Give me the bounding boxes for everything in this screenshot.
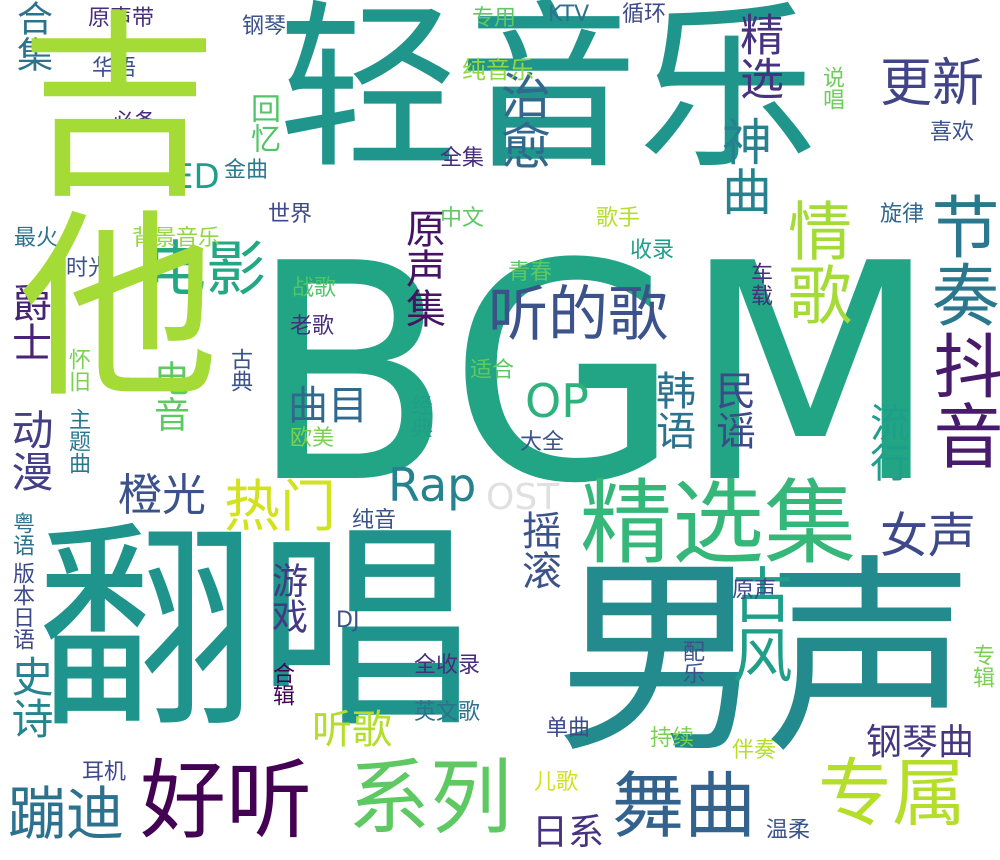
word-60c5-6b4c: 情歌 [777, 198, 851, 326]
word-5fc5-5907: 必备 [112, 110, 157, 135]
word-821e-66f2: 舞曲 [612, 764, 757, 848]
word-6536-5f55: 收录 [630, 238, 675, 263]
word-7cfb-5217: 系列 [348, 751, 513, 846]
word-5168-6536-5f55: 全收录 [414, 653, 481, 678]
word-6c11-8c23: 民谣 [709, 370, 755, 450]
word-94a2-7434-66f2: 钢琴曲 [866, 722, 975, 763]
word-4f-53-54: OST [486, 477, 560, 518]
word-7ffb-5531: 翻唱 [36, 502, 477, 758]
word-6700-706b: 最火 [14, 226, 59, 251]
word-539f-58f0-96c6: 原声集 [399, 208, 445, 328]
word-4e16-754c: 世界 [268, 202, 313, 227]
word-82f1-6587-6b4c: 英文歌 [414, 700, 481, 725]
word-534e-8bed: 华语 [92, 56, 137, 81]
word-80cc-666f-97f3-4e50: 背景音乐 [132, 226, 221, 251]
word-8033-673a: 耳机 [82, 760, 127, 785]
word-56de-5fc6: 回忆 [245, 93, 280, 153]
word-7ecf-5178: 经典 [407, 394, 432, 438]
word-44-4a: DJ [336, 608, 360, 633]
word-8f7b-97f3-4e50: 轻音乐 [278, 0, 819, 194]
word-7535-5f71: 电影 [146, 235, 266, 305]
word-4e13-7528: 专用 [472, 6, 517, 31]
word-4e13-8f91: 专辑 [969, 644, 994, 688]
word-4f34-594f: 伴奏 [732, 738, 777, 763]
word-53f2-8bd7: 史诗 [5, 655, 54, 739]
word-6e29-67d4: 温柔 [766, 818, 811, 843]
word-4b-54-56: KTV [548, 2, 590, 27]
word-914d-4e50: 配乐 [679, 640, 704, 684]
word-539f-58f0-5e26: 原声带 [88, 6, 155, 31]
word-9752-6625: 青春 [508, 260, 553, 285]
word-539f-58f0: 原声 [732, 578, 777, 603]
word-8282-594f: 节奏 [919, 192, 998, 328]
word-6000-65e7: 怀旧 [65, 348, 90, 392]
word-52a8-6f2b: 动漫 [5, 408, 54, 492]
word-53e4-5178: 古典 [227, 348, 252, 392]
word-542c-6b4c: 听歌 [312, 707, 392, 753]
word-8001-6b4c: 老歌 [290, 314, 335, 339]
word-8e66-8fea: 蹦迪 [8, 780, 125, 848]
word-6447-6eda: 摇滚 [515, 510, 561, 590]
word-70ed-95e8: 热门 [224, 475, 336, 540]
word-4e13-5c5e: 专属 [818, 751, 966, 837]
word-53e4-98ce: 古风 [722, 564, 792, 684]
word-5355-66f2: 单曲 [546, 716, 591, 741]
word-6d41-884c: 流行 [863, 402, 909, 482]
word-5408-8f91: 合辑 [269, 662, 294, 706]
word-91d1-66f2: 金曲 [224, 158, 269, 183]
word-5408-96c6: 合集 [11, 0, 52, 72]
word-7eaf-97f3: 纯音 [352, 508, 397, 533]
word-7cbe-9009: 精选 [732, 12, 783, 100]
word-5927-5168: 大全 [520, 430, 565, 455]
word-513f-6b4c: 儿歌 [534, 770, 579, 795]
word-6b4c-624b: 歌手 [596, 206, 641, 231]
word-66f2-76ee: 曲目 [288, 383, 368, 429]
word-97e9-8bed: 韩语 [649, 370, 695, 450]
word-5faa-73af: 循环 [622, 2, 667, 27]
word-6a59-5149: 橙光 [118, 470, 206, 521]
word-65e5-7cfb: 日系 [532, 812, 605, 853]
word-6cbb-6108: 治愈 [493, 70, 551, 170]
word-8bf4-5531: 说唱 [819, 66, 844, 110]
word-8f66-8f7d: 车载 [747, 262, 772, 306]
word-7537-58f0: 男声 [555, 537, 976, 782]
word-65cb-5f8b: 旋律 [880, 202, 925, 227]
word-66f4-65b0: 更新 [880, 54, 985, 114]
word-9002-5408: 适合 [470, 358, 515, 383]
word-5168-96c6: 全集 [440, 146, 485, 171]
word-6296-97f3: 抖音 [922, 330, 1000, 470]
word-52-61-70: Rap [388, 458, 477, 512]
word-6e38-620f: 游戏 [266, 562, 307, 634]
word-4e3b-9898-66f2: 主题曲 [65, 408, 90, 474]
word-42-47-4d: BGM [248, 200, 940, 549]
word-94a2-7434: 钢琴 [242, 14, 287, 39]
word-7ca4-8bed: 粤语 [9, 512, 34, 556]
word-7235-58eb: 爵士 [5, 282, 51, 362]
word-597d-542c: 好听 [140, 751, 312, 851]
word-4f-50: OP [525, 374, 589, 428]
word-4e2d-6587: 中文 [440, 206, 485, 231]
word-6301-7eed: 持续 [650, 726, 695, 751]
word-559c-6b22: 喜欢 [930, 120, 975, 145]
word-7248-672c-65e5-8bed: 版本日语 [9, 562, 34, 650]
word-542c-7684-6b4c: 听的歌 [488, 280, 668, 350]
word-5973-58f0: 女声 [880, 508, 977, 564]
word-65f6-5149: 时光 [66, 256, 111, 281]
word-6b27-7f8e: 欧美 [290, 426, 335, 451]
word-6218-6b4c: 战歌 [292, 276, 337, 301]
word-795e-66f2: 神曲 [714, 116, 772, 216]
word-7eaf-97f3-4e50: 纯音乐 [462, 56, 534, 84]
word-7535-97f3: 电音 [148, 360, 189, 432]
word-7cbe-9009-96c6: 精选集 [580, 470, 857, 577]
word-5409-4ed6: 吉他 [0, 2, 217, 402]
word-45-44: ED [172, 157, 220, 197]
